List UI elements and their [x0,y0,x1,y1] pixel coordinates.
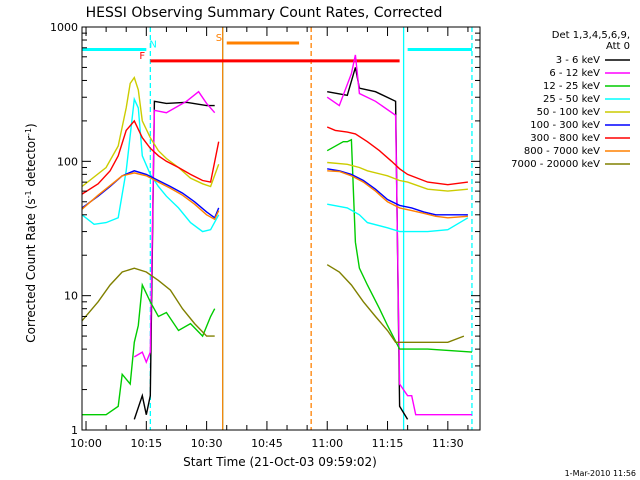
legend-label: 50 - 100 keV [537,107,601,118]
y-tick-label: 1 [71,424,78,437]
legend-label: 6 - 12 keV [549,68,600,79]
y-axis-label: Corrected Count Rate (s-1 detector-1) [24,123,39,342]
y-tick-label: 100 [57,155,78,168]
series-line-6-1 [326,126,468,186]
series-line-5-0 [81,170,220,219]
y-axis-label-sup2: -1 [24,128,33,136]
plot-frame [81,26,481,431]
series-line-4-1 [327,161,468,192]
x-tick-label: 10:15 [130,437,162,450]
series-line-3-0 [81,96,220,233]
series-line-8-0 [81,267,215,337]
x-tick-label: 10:45 [251,437,283,450]
flag-label-f: F [139,51,145,62]
series-line-0-0 [133,100,215,420]
series-line-1-0 [133,90,216,364]
x-tick-label: 11:30 [432,437,464,450]
series-line-3-1 [327,203,469,233]
series-line-4-0 [81,76,220,188]
legend-label: 25 - 50 keV [543,94,600,105]
x-axis-label: Start Time (21-Oct-03 09:59:02) [183,455,377,469]
series-line-8-1 [326,264,465,343]
y-tick-label: 1000 [50,21,78,34]
legend-label: 100 - 300 keV [530,120,600,131]
legend-label: 12 - 25 keV [543,81,600,92]
y-axis-label-end: ) [24,123,38,128]
series-line-5-1 [327,168,468,216]
y-axis-label-main: Corrected Count Rate (s [24,198,38,342]
x-tick-label: 10:00 [70,437,102,450]
footer-date: 1-Mar-2010 11:56 [565,469,636,478]
flag-label-s: S [216,33,222,44]
legend-label: 300 - 800 keV [530,133,600,144]
legend-label: 7000 - 20000 keV [511,159,600,170]
x-tick-label: 11:15 [372,437,404,450]
legend: Det 1,3,4,5,6,9,Att 0 3 - 6 keV 6 - 12 keV… [511,30,630,170]
legend-label: 800 - 7000 keV [524,146,600,157]
series-line-6-0 [81,119,220,195]
y-axis-label-sup1: -1 [24,190,33,198]
y-tick-label: 10 [64,290,78,303]
axes: 10:00 10:15 10:30 10:45 11:00 11:15 11:30 1 10 10… [50,21,481,450]
plot-area: FN S [81,27,473,430]
series-line-7-0 [81,172,220,221]
legend-title: Att 0 [606,41,630,52]
series-line-2-1 [326,138,473,353]
y-axis-label-mid: detector [24,136,38,191]
x-tick-label: 11:00 [311,437,343,450]
series-line-1-1 [326,54,472,416]
legend-title: Det 1,3,4,5,6,9, [552,30,630,41]
flag-label-n: N [149,39,156,50]
x-tick-label: 10:30 [191,437,223,450]
legend-label: 3 - 6 keV [556,55,600,66]
series-line-2-0 [82,282,216,416]
series-line-7-1 [327,170,468,219]
chart-title: HESSI Observing Summary Count Rates, Cor… [86,5,443,21]
